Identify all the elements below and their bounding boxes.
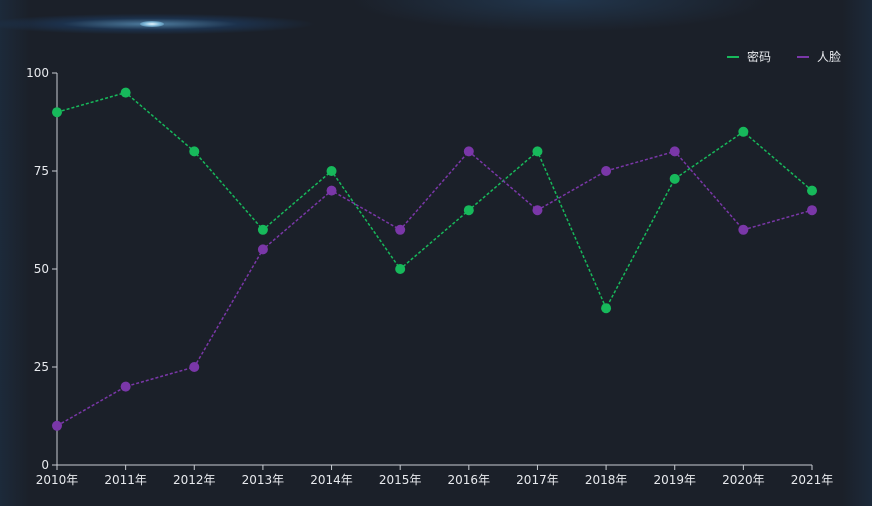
series-lines [56, 91, 813, 427]
data-point-series-1 [120, 87, 131, 98]
x-tick-label: 2010年 [36, 473, 79, 487]
x-tick-label: 2017年 [516, 473, 559, 487]
axes: 0 25 50 75 100 2010年 2011年 2012年 2013年 2014年 2015年… [26, 66, 833, 487]
y-tick-label: 0 [41, 458, 49, 472]
data-point-series-2 [463, 146, 474, 157]
legend-item-2: 人脸 [797, 50, 841, 64]
data-point-series-1 [601, 303, 612, 314]
data-point-series-2 [669, 146, 680, 157]
data-point-series-1 [669, 173, 680, 184]
data-point-series-2 [395, 224, 406, 235]
decorative-glow [140, 21, 164, 27]
data-point-series-2 [189, 362, 200, 372]
y-tick-label: 50 [34, 262, 49, 276]
data-point-series-2 [326, 185, 337, 196]
series-line-2 [56, 150, 813, 427]
data-point-series-1 [257, 224, 268, 235]
data-point-series-1 [807, 185, 817, 196]
data-point-series-2 [257, 244, 268, 255]
x-tick-label: 2011年 [104, 473, 147, 487]
data-point-series-2 [601, 166, 612, 176]
y-tick-label: 100 [26, 66, 49, 80]
data-point-series-1 [395, 264, 406, 274]
x-tick-label: 2020年 [722, 473, 765, 487]
data-point-series-1 [326, 166, 337, 176]
data-point-series-1 [463, 205, 474, 216]
legend-item-1: 密码 [727, 49, 771, 64]
data-point-series-1 [532, 146, 543, 157]
x-tick-label: 2018年 [585, 473, 628, 487]
x-tick-label: 2013年 [242, 473, 285, 487]
x-tick-label: 2014年 [310, 473, 353, 487]
data-point-series-1 [189, 146, 200, 157]
data-point-series-2 [120, 381, 131, 392]
series-points [52, 87, 817, 431]
legend: 密码 人脸 [727, 49, 841, 64]
data-point-series-2 [52, 420, 62, 431]
data-point-series-1 [52, 107, 62, 118]
x-tick-label: 2012年 [173, 473, 216, 487]
data-point-series-1 [738, 126, 749, 137]
x-tick-label: 2019年 [653, 473, 696, 487]
x-tick-label: 2021年 [791, 473, 834, 487]
y-tick-label: 75 [34, 164, 49, 178]
data-point-series-2 [807, 205, 817, 216]
x-tick-label: 2015年 [379, 473, 422, 487]
legend-label: 人脸 [817, 50, 841, 64]
x-tick-label: 2016年 [448, 473, 491, 487]
legend-label: 密码 [747, 49, 771, 64]
y-tick-label: 25 [34, 360, 49, 374]
series-line-1 [56, 91, 813, 310]
data-point-series-2 [532, 205, 543, 216]
data-point-series-2 [738, 224, 749, 235]
